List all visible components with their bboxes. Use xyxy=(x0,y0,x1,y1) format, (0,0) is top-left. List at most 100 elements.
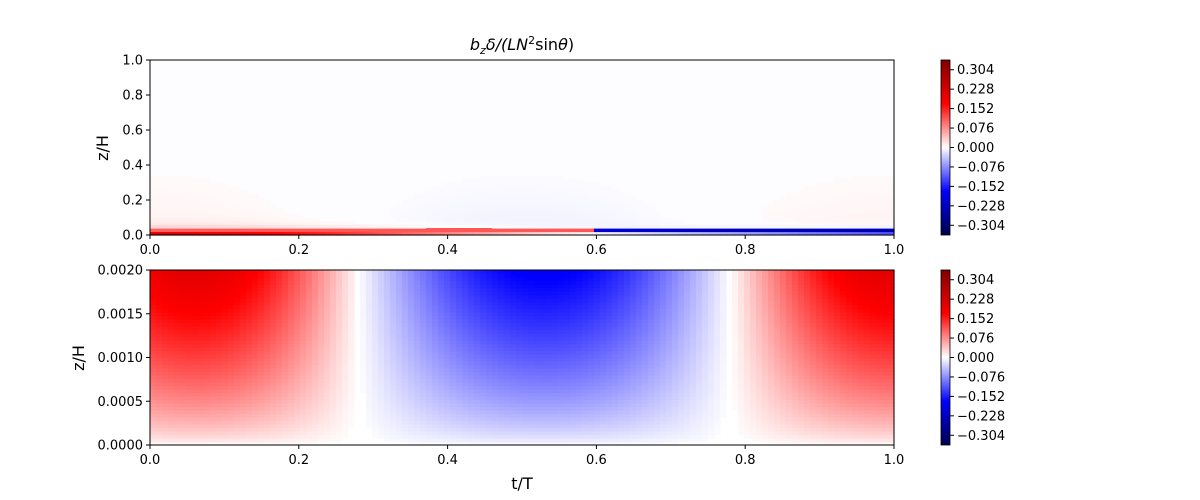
field-cell xyxy=(408,231,415,236)
field-cell xyxy=(834,231,841,236)
field-cell xyxy=(528,326,535,331)
field-cell xyxy=(810,224,817,229)
field-cell xyxy=(696,224,703,229)
field-cell xyxy=(270,368,277,373)
field-cell xyxy=(306,424,313,429)
field-cell xyxy=(438,196,445,201)
field-cell xyxy=(300,340,307,345)
field-cell xyxy=(438,217,445,222)
field-cell xyxy=(552,273,559,278)
field-cell xyxy=(294,280,301,285)
field-cell xyxy=(174,224,181,229)
field-cell xyxy=(222,354,229,359)
field-cell xyxy=(576,322,583,327)
field-cell xyxy=(234,277,241,282)
field-cell xyxy=(870,189,877,194)
field-cell xyxy=(294,291,301,296)
field-cell xyxy=(162,413,169,418)
field-cell xyxy=(402,438,409,443)
field-cell xyxy=(582,221,589,226)
field-cell xyxy=(558,354,565,359)
field-cell xyxy=(156,434,163,439)
field-cell xyxy=(156,214,163,219)
field-cell xyxy=(198,315,205,320)
field-cell xyxy=(174,431,181,436)
field-cell xyxy=(870,231,877,236)
field-cell xyxy=(240,315,247,320)
field-cell xyxy=(510,291,517,296)
field-cell xyxy=(870,221,877,226)
field-cell xyxy=(498,301,505,306)
field-cell xyxy=(174,207,181,212)
field-cell xyxy=(618,193,625,198)
field-cell xyxy=(432,322,439,327)
field-cell xyxy=(462,186,469,191)
field-cell xyxy=(216,417,223,422)
field-cell xyxy=(582,441,589,446)
field-cell xyxy=(198,333,205,338)
field-cell xyxy=(162,210,169,215)
field-cell xyxy=(258,420,265,425)
field-cell xyxy=(282,329,289,334)
field-cell xyxy=(156,371,163,376)
field-cell xyxy=(456,375,463,380)
field-cell xyxy=(378,301,385,306)
field-cell xyxy=(450,298,457,303)
field-cell xyxy=(420,228,427,233)
field-cell xyxy=(306,217,313,222)
field-cell xyxy=(606,228,613,233)
field-cell xyxy=(846,210,853,215)
field-cell xyxy=(588,207,595,212)
field-cell xyxy=(468,364,475,369)
field-cell xyxy=(312,438,319,443)
field-cell xyxy=(264,333,271,338)
field-cell xyxy=(372,382,379,387)
field-cell xyxy=(168,214,175,219)
field-cell xyxy=(816,189,823,194)
field-cell xyxy=(810,207,817,212)
field-cell xyxy=(498,273,505,278)
field-cell xyxy=(534,438,541,443)
field-cell xyxy=(150,231,157,236)
field-cell xyxy=(270,438,277,443)
field-cell xyxy=(240,343,247,348)
field-cell xyxy=(570,207,577,212)
field-cell xyxy=(534,427,541,432)
field-cell xyxy=(180,392,187,397)
field-cell xyxy=(222,375,229,380)
field-cell xyxy=(318,438,325,443)
field-cell xyxy=(864,175,871,180)
field-cell xyxy=(330,270,337,275)
field-cell xyxy=(546,350,553,355)
field-cell xyxy=(378,284,385,289)
field-cell xyxy=(168,193,175,198)
field-cell xyxy=(312,291,319,296)
field-cell xyxy=(864,179,871,184)
field-cell xyxy=(168,294,175,299)
field-cell xyxy=(390,340,397,345)
field-cell xyxy=(876,196,883,201)
field-cell xyxy=(522,224,529,229)
field-cell xyxy=(192,224,199,229)
field-cell xyxy=(162,350,169,355)
field-cell xyxy=(426,301,433,306)
field-cell xyxy=(570,228,577,233)
field-cell xyxy=(174,301,181,306)
field-cell xyxy=(342,368,349,373)
field-cell xyxy=(480,427,487,432)
field-cell xyxy=(558,319,565,324)
field-cell xyxy=(228,385,235,390)
field-cell xyxy=(504,406,511,411)
field-cell xyxy=(546,291,553,296)
field-cell xyxy=(408,392,415,397)
field-cell xyxy=(516,196,523,201)
field-cell xyxy=(558,273,565,278)
field-cell xyxy=(474,420,481,425)
field-cell xyxy=(252,277,259,282)
field-cell xyxy=(180,210,187,215)
field-cell xyxy=(264,308,271,313)
field-cell xyxy=(318,315,325,320)
field-cell xyxy=(492,427,499,432)
field-cell xyxy=(228,410,235,415)
field-cell xyxy=(216,326,223,331)
